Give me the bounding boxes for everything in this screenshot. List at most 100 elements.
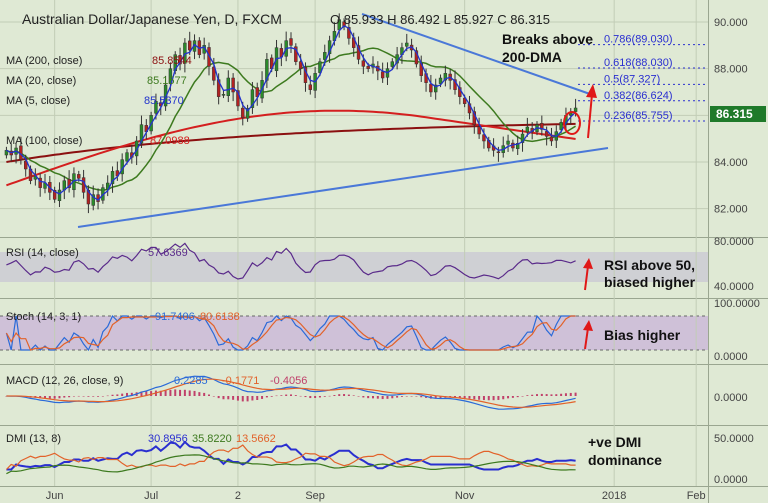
macd-hist-bar (275, 395, 278, 397)
candle-body (52, 189, 57, 200)
fib-label: 0.786(89.030) (604, 34, 673, 46)
macd-hist-bar (463, 396, 466, 399)
macd-hist-bar (97, 396, 100, 397)
candle-body (236, 90, 240, 107)
candle-body (308, 84, 312, 90)
macd-hist-bar (126, 392, 128, 396)
macd-hist-bar (241, 396, 244, 402)
dmi-annotation-l2: dominance (588, 452, 662, 468)
sub-tick-label: 0.0000 (714, 351, 748, 363)
macd-hist-bar (497, 396, 500, 400)
dmi-annotation-l1: +ve DMI (588, 434, 641, 450)
candle-body (361, 60, 366, 67)
rsi-band (0, 252, 708, 282)
candle-body (125, 152, 129, 162)
candle-body (38, 177, 42, 188)
breaks-annotation-l2: 200-DMA (502, 49, 562, 65)
rsi-value: 57.6369 (148, 247, 188, 259)
stoch-label: Stoch (14, 3, 1) (6, 311, 81, 323)
candle-body (168, 68, 173, 84)
macd-hist-bar (294, 395, 297, 396)
macd-hist-bar (454, 396, 456, 398)
macd-hist-bar (246, 396, 249, 402)
macd-hist-bar (328, 395, 331, 397)
time-tick-label: Jul (144, 490, 158, 502)
candle-body (462, 97, 467, 104)
candle-body (245, 108, 250, 119)
macd-hist-bar (179, 389, 182, 396)
macd-hist-bar (101, 396, 104, 397)
candle-body (91, 194, 95, 206)
time-tick-label: 2018 (602, 490, 626, 502)
ma5-line (6, 25, 577, 201)
candle-body (366, 66, 370, 69)
macd-hist-bar (68, 396, 71, 398)
macd-hist-bar (458, 396, 461, 399)
macd-hist-bar (343, 394, 346, 396)
candle-body (405, 42, 409, 47)
price-tick-label: 82.000 (714, 204, 748, 216)
macd-hist-bar (511, 396, 514, 398)
time-tick-label: Sep (305, 490, 325, 502)
rsi-annotation-l2: biased higher (604, 274, 696, 290)
upper-trendline (361, 13, 591, 95)
fib-label: 0.618(88.030) (604, 57, 673, 69)
macd-hist-bar (116, 394, 119, 396)
candle-body (525, 126, 530, 133)
macd-hist-bar (169, 389, 172, 396)
macd-hist-bar (410, 396, 413, 397)
candle-body (438, 77, 443, 84)
sub-tick-label: 80.0000 (714, 236, 754, 248)
candle-body (520, 133, 525, 143)
macd-hist-bar (236, 396, 239, 401)
stoch-arrowhead (583, 320, 593, 331)
ma5-value: 85.5370 (144, 95, 184, 107)
dmi-v1: 30.8956 (148, 433, 188, 445)
candle-body (221, 94, 226, 96)
ohlc-readout: O 85.933 H 86.492 L 85.927 C 86.315 (330, 12, 550, 27)
macd-hist-bar (309, 396, 312, 399)
candle-body (24, 160, 28, 170)
macd-label: MACD (12, 26, close, 9) (6, 375, 123, 387)
macd-hist-bar (299, 395, 302, 397)
macd-hist-bar (560, 393, 563, 396)
macd-hist-bar (400, 396, 403, 397)
macd-hist-bar (507, 396, 510, 399)
sub-tick-label: 100.0000 (714, 298, 760, 310)
macd-hist-bar (72, 396, 75, 397)
rsi-line (6, 242, 576, 280)
candle-body (390, 61, 394, 67)
candle-body (255, 87, 259, 97)
macd-hist-bar (232, 396, 235, 400)
candle-body (231, 77, 235, 93)
candle-body (434, 84, 438, 93)
macd-hist-bar (256, 396, 259, 401)
candle-body (477, 126, 481, 135)
time-tick-label: Jun (46, 490, 64, 502)
candle-body (347, 27, 351, 39)
macd-hist-bar (203, 392, 206, 396)
breaks-annotation-l1: Breaks above (502, 31, 593, 47)
macd-hist-bar (502, 396, 505, 400)
candle-body (154, 101, 158, 114)
candle-body (323, 52, 327, 60)
macd-hist-bar (569, 392, 572, 396)
macd-v2: -0.1771 (222, 375, 259, 387)
macd-hist-bar (391, 396, 394, 399)
macd-hist-bar (212, 396, 215, 397)
ma100-line (6, 109, 576, 187)
stoch-d-line (5, 315, 576, 351)
macd-hist-bar (208, 394, 210, 396)
macd-hist-bar (526, 395, 529, 396)
candle-body (559, 122, 563, 130)
candle-body (289, 38, 293, 46)
macd-hist-bar (193, 390, 196, 396)
candle-body (139, 124, 144, 144)
candle-body (516, 143, 520, 149)
macd-panel (0, 365, 708, 425)
indicator-legend: MA (200, close) 85.8544 MA (20, close) 8… (6, 55, 192, 147)
candle-body (250, 89, 255, 108)
